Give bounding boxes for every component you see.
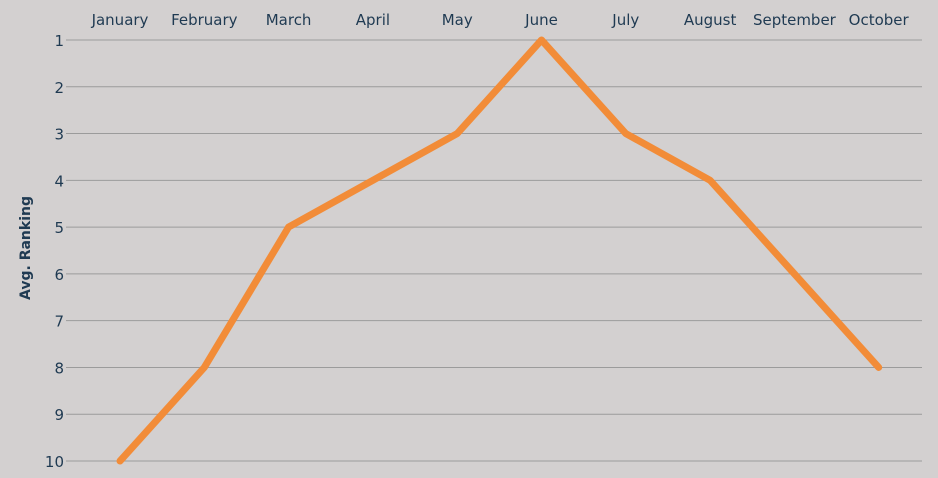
y-tick-label: 1 <box>54 32 64 50</box>
gridlines <box>66 39 922 462</box>
y-tick-label: 9 <box>54 406 64 424</box>
y-tick-label: 2 <box>54 79 64 97</box>
x-tick-label: June <box>524 11 558 29</box>
x-tick-label: March <box>266 11 312 29</box>
data-point <box>117 458 123 464</box>
data-point <box>875 364 882 371</box>
data-point <box>201 364 208 371</box>
data-point <box>454 130 461 137</box>
x-tick-label: September <box>753 11 837 29</box>
y-tick-label: 5 <box>54 219 64 237</box>
data-point <box>707 177 714 184</box>
x-tick-label: October <box>849 11 910 29</box>
data-point <box>622 130 629 137</box>
y-tick-label: 7 <box>54 313 64 331</box>
x-tick-label: January <box>91 11 149 29</box>
x-axis-ticks: January February March April May June July Augu… <box>91 11 910 29</box>
data-point <box>369 177 376 184</box>
series-line <box>116 36 883 465</box>
series <box>116 36 883 465</box>
x-tick-label: July <box>611 11 639 29</box>
y-axis-title: Avg. Ranking <box>18 196 34 300</box>
x-tick-label: April <box>356 11 390 29</box>
y-tick-label: 4 <box>54 172 64 190</box>
y-axis-ticks: 1 2 3 4 5 6 7 8 9 10 <box>45 32 64 471</box>
y-tick-label: 6 <box>54 266 64 284</box>
data-point <box>791 270 798 277</box>
y-tick-label: 3 <box>54 126 64 144</box>
x-tick-label: August <box>684 11 737 29</box>
y-tick-label: 8 <box>54 359 64 377</box>
data-point <box>538 37 545 43</box>
x-tick-label: May <box>442 11 473 29</box>
data-point <box>285 224 292 231</box>
x-tick-label: February <box>171 11 238 29</box>
y-tick-label: 10 <box>45 453 64 471</box>
